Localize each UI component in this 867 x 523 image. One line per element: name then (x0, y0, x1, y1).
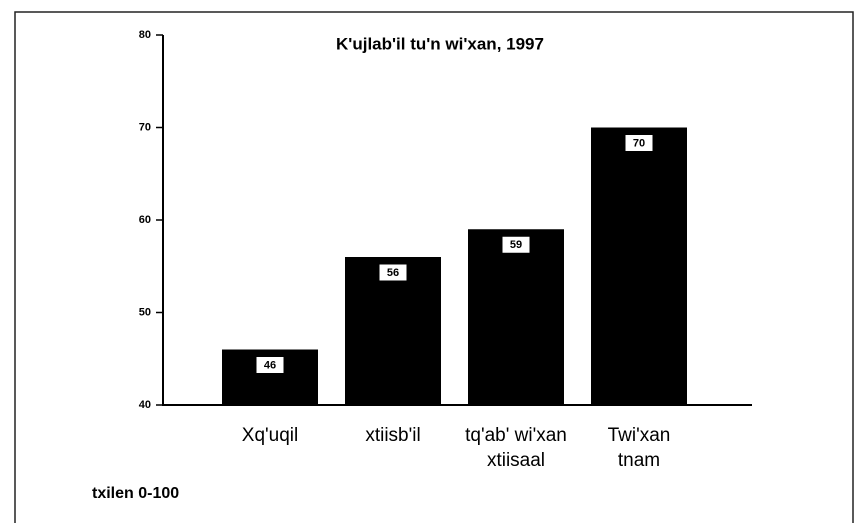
y-axis-label: txilen 0-100 (92, 485, 179, 502)
frame (14, 11, 854, 523)
x-tick-label: Twi'xan tnam (607, 425, 671, 471)
bar (468, 229, 564, 405)
value-label-box (501, 235, 531, 254)
x-tick-label: tq'ab' wi'xan xtiisaal (465, 425, 567, 471)
value-label-box (255, 356, 285, 374)
value-label-box (624, 134, 654, 152)
value-label-box (378, 263, 408, 282)
y-tick-label: 60 (139, 214, 151, 226)
y-tick-label: 50 (139, 306, 151, 318)
chart-title: K'ujlab'il tu'n wi'xan, 1997 (336, 34, 544, 53)
y-tick-label: 80 (139, 29, 151, 41)
value-label: 59 (510, 239, 522, 251)
x-tick-label: Xq'uqil (241, 425, 299, 446)
value-label: 56 (387, 267, 399, 279)
x-tick-label: xtiisb'il (365, 425, 421, 446)
bar (345, 257, 441, 405)
y-tick-label: 70 (139, 121, 151, 133)
value-label: 46 (264, 359, 276, 371)
bar (591, 127, 687, 405)
y-tick-label: 40 (139, 399, 151, 411)
value-label: 70 (633, 137, 645, 149)
